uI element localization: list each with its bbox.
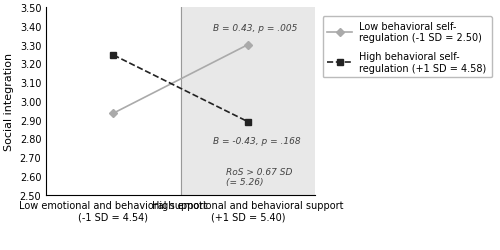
Bar — [180, 8, 315, 195]
Text: B = 0.43, p = .005: B = 0.43, p = .005 — [213, 24, 297, 33]
Legend: Low behavioral self-
regulation (-1 SD = 2.50), High behavioral self-
regulation: Low behavioral self- regulation (-1 SD =… — [322, 17, 492, 78]
Text: B = -0.43, p = .168: B = -0.43, p = .168 — [213, 136, 300, 145]
Text: RoS > 0.67 SD
(= 5.26): RoS > 0.67 SD (= 5.26) — [226, 167, 292, 186]
Y-axis label: Social integration: Social integration — [4, 53, 14, 150]
